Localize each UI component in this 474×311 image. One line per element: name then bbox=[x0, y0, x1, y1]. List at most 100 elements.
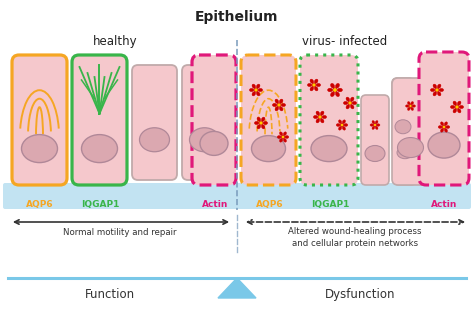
Ellipse shape bbox=[262, 117, 265, 121]
Ellipse shape bbox=[438, 126, 442, 128]
FancyBboxPatch shape bbox=[361, 95, 389, 185]
Ellipse shape bbox=[446, 126, 450, 128]
Ellipse shape bbox=[285, 136, 289, 138]
Ellipse shape bbox=[336, 92, 339, 97]
Ellipse shape bbox=[280, 138, 283, 142]
Ellipse shape bbox=[320, 111, 324, 115]
Ellipse shape bbox=[398, 137, 423, 158]
Ellipse shape bbox=[312, 83, 316, 87]
Ellipse shape bbox=[433, 92, 437, 96]
Ellipse shape bbox=[308, 83, 312, 86]
Ellipse shape bbox=[374, 123, 376, 127]
Ellipse shape bbox=[252, 84, 255, 88]
Ellipse shape bbox=[200, 132, 228, 156]
Ellipse shape bbox=[397, 147, 413, 159]
Ellipse shape bbox=[281, 135, 285, 139]
Ellipse shape bbox=[275, 99, 279, 103]
Ellipse shape bbox=[412, 105, 415, 107]
Text: Dysfunction: Dysfunction bbox=[325, 288, 395, 301]
Ellipse shape bbox=[438, 84, 441, 88]
Ellipse shape bbox=[438, 92, 441, 96]
Ellipse shape bbox=[249, 88, 254, 92]
Ellipse shape bbox=[375, 121, 378, 124]
Ellipse shape bbox=[453, 101, 456, 105]
Ellipse shape bbox=[310, 79, 314, 83]
Ellipse shape bbox=[440, 122, 444, 125]
Ellipse shape bbox=[280, 107, 283, 111]
Ellipse shape bbox=[259, 121, 263, 125]
Ellipse shape bbox=[338, 127, 342, 130]
Ellipse shape bbox=[139, 128, 170, 152]
Ellipse shape bbox=[258, 88, 263, 92]
Text: IQGAP1: IQGAP1 bbox=[311, 200, 349, 209]
FancyBboxPatch shape bbox=[72, 55, 127, 185]
Ellipse shape bbox=[256, 84, 260, 88]
Ellipse shape bbox=[459, 105, 464, 109]
Ellipse shape bbox=[277, 103, 281, 107]
Ellipse shape bbox=[440, 128, 444, 132]
FancyBboxPatch shape bbox=[392, 78, 414, 153]
Ellipse shape bbox=[263, 121, 268, 125]
Ellipse shape bbox=[346, 97, 349, 101]
Text: Altered wound-healing process: Altered wound-healing process bbox=[288, 227, 422, 236]
FancyBboxPatch shape bbox=[192, 55, 236, 185]
Ellipse shape bbox=[280, 99, 283, 103]
Ellipse shape bbox=[348, 101, 352, 105]
Text: AQP6: AQP6 bbox=[26, 200, 54, 209]
Ellipse shape bbox=[372, 126, 374, 129]
Ellipse shape bbox=[340, 123, 344, 127]
Ellipse shape bbox=[82, 135, 118, 163]
Ellipse shape bbox=[283, 132, 286, 136]
Ellipse shape bbox=[281, 103, 286, 107]
Ellipse shape bbox=[330, 83, 335, 88]
Text: Actin: Actin bbox=[431, 200, 457, 209]
FancyBboxPatch shape bbox=[182, 65, 227, 180]
Ellipse shape bbox=[316, 83, 320, 86]
Ellipse shape bbox=[254, 88, 258, 92]
Ellipse shape bbox=[395, 120, 411, 134]
Ellipse shape bbox=[352, 101, 356, 104]
Text: Actin: Actin bbox=[202, 200, 228, 209]
Ellipse shape bbox=[343, 101, 348, 104]
Text: Epithelium: Epithelium bbox=[195, 10, 279, 24]
Ellipse shape bbox=[370, 124, 374, 126]
Ellipse shape bbox=[433, 84, 437, 88]
Ellipse shape bbox=[333, 88, 337, 92]
Ellipse shape bbox=[350, 105, 354, 109]
Ellipse shape bbox=[316, 111, 319, 115]
FancyBboxPatch shape bbox=[392, 78, 429, 185]
Ellipse shape bbox=[365, 146, 385, 161]
Ellipse shape bbox=[455, 105, 459, 109]
Ellipse shape bbox=[442, 125, 446, 129]
Text: Normal motility and repair: Normal motility and repair bbox=[63, 228, 177, 237]
Ellipse shape bbox=[411, 107, 413, 110]
Ellipse shape bbox=[453, 109, 456, 113]
Ellipse shape bbox=[256, 92, 260, 96]
Ellipse shape bbox=[314, 87, 318, 91]
Ellipse shape bbox=[375, 126, 378, 129]
Ellipse shape bbox=[372, 121, 374, 124]
Ellipse shape bbox=[318, 115, 322, 119]
Ellipse shape bbox=[311, 136, 347, 162]
Ellipse shape bbox=[336, 83, 339, 88]
Ellipse shape bbox=[450, 105, 455, 109]
Ellipse shape bbox=[320, 119, 324, 123]
Ellipse shape bbox=[255, 121, 259, 125]
Ellipse shape bbox=[428, 132, 460, 158]
Ellipse shape bbox=[346, 105, 349, 109]
FancyBboxPatch shape bbox=[394, 100, 416, 185]
Ellipse shape bbox=[280, 132, 283, 136]
Ellipse shape bbox=[252, 92, 255, 96]
Ellipse shape bbox=[337, 88, 342, 92]
Ellipse shape bbox=[457, 109, 461, 113]
Ellipse shape bbox=[21, 135, 57, 163]
Ellipse shape bbox=[445, 128, 447, 132]
Ellipse shape bbox=[342, 127, 346, 130]
Ellipse shape bbox=[377, 124, 380, 126]
Text: AQP6: AQP6 bbox=[256, 200, 284, 209]
Ellipse shape bbox=[350, 97, 354, 101]
Ellipse shape bbox=[328, 88, 333, 92]
Ellipse shape bbox=[435, 88, 439, 92]
Ellipse shape bbox=[445, 122, 447, 125]
Text: and cellular protein networks: and cellular protein networks bbox=[292, 239, 418, 248]
